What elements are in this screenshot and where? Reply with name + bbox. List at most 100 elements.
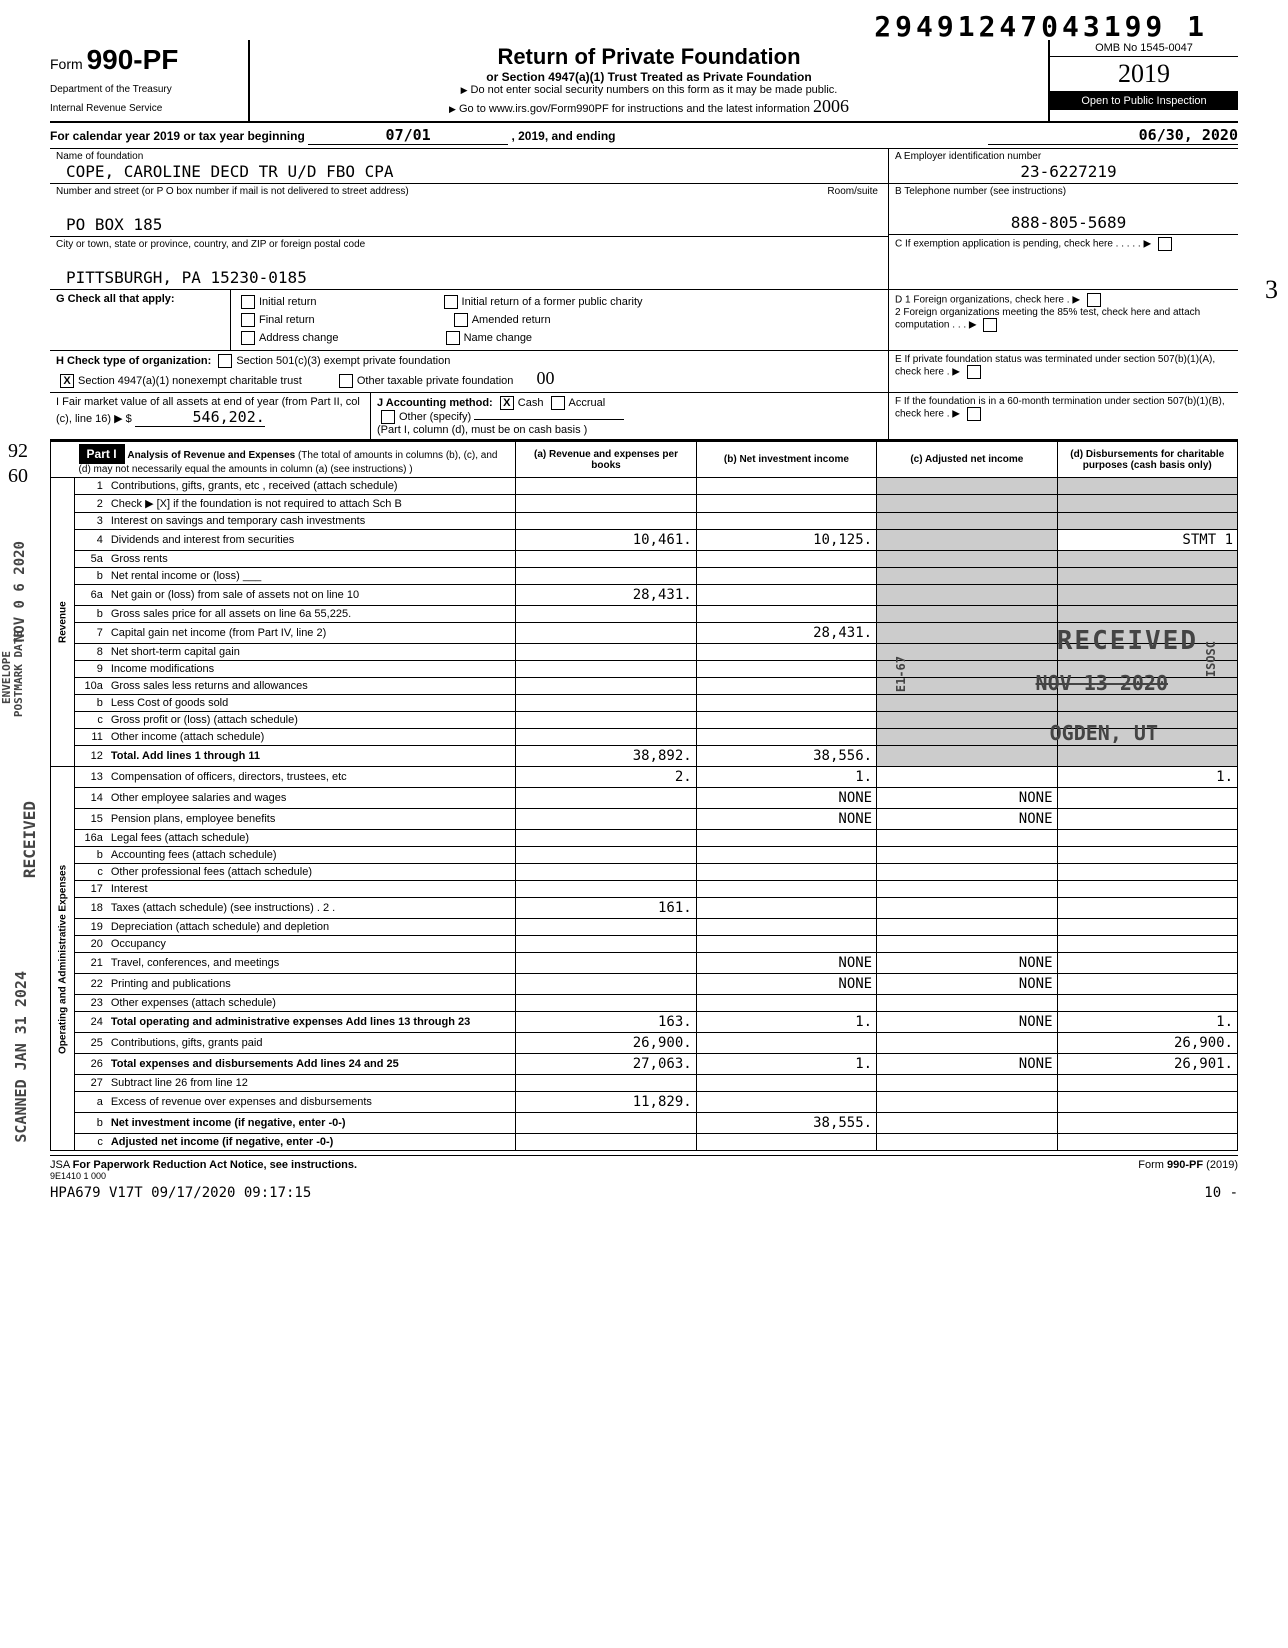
j-label: J Accounting method: xyxy=(377,397,493,409)
amended-checkbox[interactable] xyxy=(454,313,468,327)
line-description: Income modifications xyxy=(107,661,516,678)
line-number: 21 xyxy=(75,953,107,974)
amount-cell: 26,901. xyxy=(1057,1054,1237,1075)
amount-cell xyxy=(1057,864,1237,881)
line-number: 4 xyxy=(75,530,107,551)
amount-cell: 10,125. xyxy=(696,530,876,551)
name-change-checkbox[interactable] xyxy=(446,331,460,345)
4947a1-checkbox[interactable]: X xyxy=(60,374,74,388)
amount-cell xyxy=(696,830,876,847)
line-description: Total. Add lines 1 through 11 xyxy=(107,746,516,767)
amount-cell xyxy=(877,995,1057,1012)
amount-cell: NONE xyxy=(877,953,1057,974)
amount-cell xyxy=(877,495,1057,513)
line-number: 25 xyxy=(75,1033,107,1054)
amount-cell xyxy=(696,864,876,881)
501c3-checkbox[interactable] xyxy=(218,354,232,368)
amount-cell xyxy=(696,478,876,495)
form-number: Form 990-PF xyxy=(50,44,240,76)
amount-cell xyxy=(696,1134,876,1151)
amount-cell: 27,063. xyxy=(516,1054,696,1075)
col-a-header: (a) Revenue and expenses per books xyxy=(516,442,696,478)
amount-cell xyxy=(877,606,1057,623)
line-number: b xyxy=(75,847,107,864)
line-number: b xyxy=(75,568,107,585)
line-number: c xyxy=(75,864,107,881)
amount-cell xyxy=(696,644,876,661)
amount-cell xyxy=(1057,678,1237,695)
amount-cell xyxy=(877,530,1057,551)
amount-cell xyxy=(516,936,696,953)
amount-cell xyxy=(877,1075,1057,1092)
line-description: Check ▶ [X] if the foundation is not req… xyxy=(107,495,516,513)
amount-cell: 1. xyxy=(696,1012,876,1033)
dept-irs: Internal Revenue Service xyxy=(50,103,240,114)
amount-cell xyxy=(516,551,696,568)
amount-cell xyxy=(1057,974,1237,995)
jsa-mark: JSA xyxy=(50,1159,70,1171)
amount-cell xyxy=(696,919,876,936)
amount-cell xyxy=(516,495,696,513)
goto-url: Go to www.irs.gov/Form990PF for instruct… xyxy=(258,96,1040,117)
line-number: b xyxy=(75,695,107,712)
amount-cell xyxy=(877,919,1057,936)
cash-checkbox[interactable]: X xyxy=(500,396,514,410)
footer-code: 9E1410 1 000 xyxy=(50,1171,1238,1181)
line-number: 16a xyxy=(75,830,107,847)
amount-cell xyxy=(516,847,696,864)
footer-page: 10 - xyxy=(1204,1185,1238,1201)
address-change-checkbox[interactable] xyxy=(241,331,255,345)
tracking-number: 29491247043199 1 xyxy=(874,10,1208,43)
amount-cell xyxy=(877,767,1057,788)
accrual-checkbox[interactable] xyxy=(551,396,565,410)
amount-cell xyxy=(696,1075,876,1092)
line-number: 13 xyxy=(75,767,107,788)
amount-cell xyxy=(877,478,1057,495)
amount-cell xyxy=(1057,1134,1237,1151)
amount-cell xyxy=(1057,1075,1237,1092)
postmark-stamp: POSTMARK DATE xyxy=(12,631,25,717)
amount-cell: 1. xyxy=(696,767,876,788)
amount-cell: NONE xyxy=(696,788,876,809)
amount-cell: 2. xyxy=(516,767,696,788)
line-number: 17 xyxy=(75,881,107,898)
amount-cell: 28,431. xyxy=(516,585,696,606)
amount-cell xyxy=(1057,746,1237,767)
line-number: 10a xyxy=(75,678,107,695)
line-description: Excess of revenue over expenses and disb… xyxy=(107,1092,516,1113)
street-address: PO BOX 185 xyxy=(56,215,882,234)
initial-former-checkbox[interactable] xyxy=(444,295,458,309)
amount-cell: NONE xyxy=(877,1012,1057,1033)
final-return-checkbox[interactable] xyxy=(241,313,255,327)
amount-cell xyxy=(1057,809,1237,830)
ein-value: 23-6227219 xyxy=(895,162,1232,181)
initial-return-checkbox[interactable] xyxy=(241,295,255,309)
margin-note-3: 3 xyxy=(1265,275,1278,305)
line-number: b xyxy=(75,1113,107,1134)
scanned-stamp: SCANNED JAN 31 2024 xyxy=(12,971,30,1143)
amount-cell xyxy=(1057,644,1237,661)
amount-cell xyxy=(877,1092,1057,1113)
amount-cell: 1. xyxy=(1057,767,1237,788)
form-footer: Form 990-PF (2019) xyxy=(1138,1159,1238,1171)
line-description: Other expenses (attach schedule) xyxy=(107,995,516,1012)
amount-cell xyxy=(1057,478,1237,495)
amount-cell xyxy=(516,606,696,623)
amount-cell xyxy=(516,729,696,746)
exemption-label: C If exemption application is pending, c… xyxy=(895,237,1232,251)
line-number: 9 xyxy=(75,661,107,678)
amount-cell xyxy=(516,1075,696,1092)
amount-cell xyxy=(1057,1113,1237,1134)
amount-cell xyxy=(696,495,876,513)
line-description: Total operating and administrative expen… xyxy=(107,1012,516,1033)
col-c-header: (c) Adjusted net income xyxy=(877,442,1057,478)
line-description: Gross sales less returns and allowances xyxy=(107,678,516,695)
other-method-checkbox[interactable] xyxy=(381,410,395,424)
part1-badge: Part I xyxy=(79,444,125,464)
other-taxable-checkbox[interactable] xyxy=(339,374,353,388)
amount-cell xyxy=(877,1113,1057,1134)
amount-cell xyxy=(516,644,696,661)
line-number: a xyxy=(75,1092,107,1113)
amount-cell xyxy=(1057,936,1237,953)
line-number: 3 xyxy=(75,513,107,530)
